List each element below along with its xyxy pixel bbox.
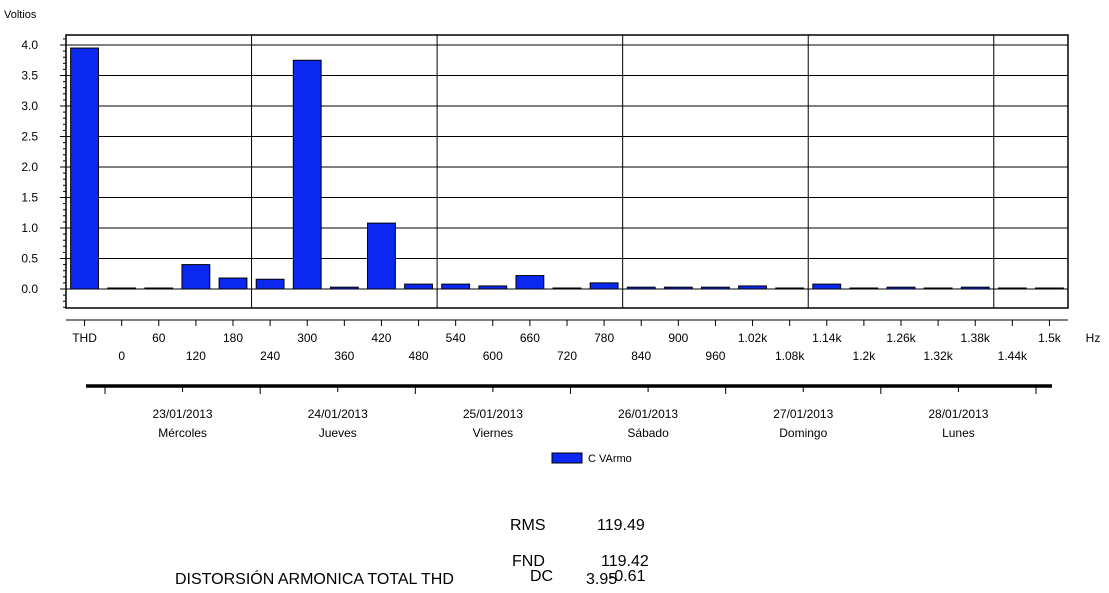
- y-tick-label: 1.0: [21, 221, 38, 235]
- legend-label: C VArmo: [588, 453, 632, 465]
- x-tick-label: 60: [152, 331, 166, 345]
- bar: [107, 287, 137, 290]
- y-axis-label: Voltios: [4, 9, 37, 21]
- dc-value: -0.61: [609, 568, 646, 585]
- bar: [812, 283, 842, 290]
- legend-swatch: [551, 452, 583, 464]
- x-tick-label: 660: [520, 331, 540, 345]
- day-label: Lunes: [942, 426, 975, 440]
- bar: [886, 286, 916, 290]
- date-label: 26/01/2013: [618, 407, 678, 421]
- y-tick-label: 0.5: [21, 252, 38, 266]
- x-tick-label: 120: [186, 349, 206, 363]
- x-tick-label: THD: [72, 331, 97, 345]
- date-label: 24/01/2013: [308, 407, 368, 421]
- x-tick-label: 540: [446, 331, 466, 345]
- bar: [404, 283, 433, 290]
- date-label: 25/01/2013: [463, 407, 523, 421]
- x-tick-label: 1.26k: [886, 331, 916, 345]
- x-tick-label: 960: [705, 349, 725, 363]
- x-tick-label: 360: [334, 349, 354, 363]
- y-tick-label: 4.0: [21, 38, 38, 52]
- fnd-value: 119.42: [601, 553, 649, 570]
- bar: [329, 286, 359, 290]
- x-tick-label: 720: [557, 349, 577, 363]
- bar: [367, 222, 396, 290]
- bar: [441, 283, 471, 290]
- day-label: Domingo: [779, 426, 827, 440]
- y-tick-label: 3.0: [21, 99, 38, 113]
- bar: [663, 286, 693, 290]
- bar: [218, 277, 248, 290]
- day-label: Sábado: [627, 426, 669, 440]
- y-tick-label: 1.5: [21, 191, 38, 205]
- thd-value: 3.95: [586, 571, 618, 588]
- y-tick-label: 2.0: [21, 160, 38, 174]
- x-tick-label: 1.14k: [812, 331, 842, 345]
- bar: [960, 286, 990, 290]
- rms-label: RMS: [510, 517, 546, 534]
- bar: [292, 59, 322, 290]
- dc-label: DC: [530, 568, 554, 585]
- x-tick-label: 300: [297, 331, 317, 345]
- bar: [552, 287, 582, 290]
- bar: [849, 287, 879, 290]
- x-unit-label: Hz: [1086, 331, 1101, 345]
- bar: [589, 282, 619, 290]
- x-tick-label: 840: [631, 349, 651, 363]
- bar: [181, 264, 211, 290]
- x-tick-label: 1.44k: [998, 349, 1028, 363]
- x-tick-label: 0: [118, 349, 125, 363]
- bar: [144, 287, 174, 290]
- day-label: Viernes: [473, 426, 513, 440]
- bar: [775, 287, 805, 290]
- y-tick-label: 2.5: [21, 130, 38, 144]
- y-tick-label: 0.0: [21, 282, 38, 296]
- x-tick-label: 1.5k: [1038, 331, 1062, 345]
- date-label: 28/01/2013: [928, 407, 988, 421]
- x-tick-label: 600: [483, 349, 503, 363]
- x-tick-label: 420: [371, 331, 391, 345]
- day-label: Mércoles: [158, 426, 207, 440]
- bar: [70, 47, 99, 290]
- bar: [1035, 287, 1064, 290]
- date-label: 23/01/2013: [153, 407, 213, 421]
- x-tick-label: 180: [223, 331, 243, 345]
- date-label: 27/01/2013: [773, 407, 833, 421]
- fnd-label: FND: [512, 553, 545, 570]
- y-tick-label: 3.5: [21, 69, 38, 83]
- x-tick-label: 480: [409, 349, 429, 363]
- bar: [478, 285, 508, 290]
- x-tick-label: 1.38k: [961, 331, 991, 345]
- x-tick-label: 1.02k: [738, 331, 768, 345]
- bar: [515, 275, 545, 290]
- x-tick-label: 1.2k: [853, 349, 877, 363]
- rms-value: 119.49: [597, 517, 645, 534]
- bar: [738, 285, 767, 290]
- x-tick-label: 1.08k: [775, 349, 805, 363]
- bar: [997, 287, 1027, 290]
- thd-label: DISTORSIÓN ARMONICA TOTAL THD: [175, 571, 454, 588]
- bar: [255, 278, 285, 290]
- plot-frame: [65, 34, 1069, 309]
- bar: [923, 287, 953, 290]
- bar: [626, 286, 656, 290]
- x-tick-label: 240: [260, 349, 280, 363]
- x-tick-label: 1.32k: [923, 349, 953, 363]
- day-label: Jueves: [319, 426, 357, 440]
- bar: [701, 286, 730, 290]
- x-tick-label: 900: [668, 331, 688, 345]
- x-tick-label: 780: [594, 331, 614, 345]
